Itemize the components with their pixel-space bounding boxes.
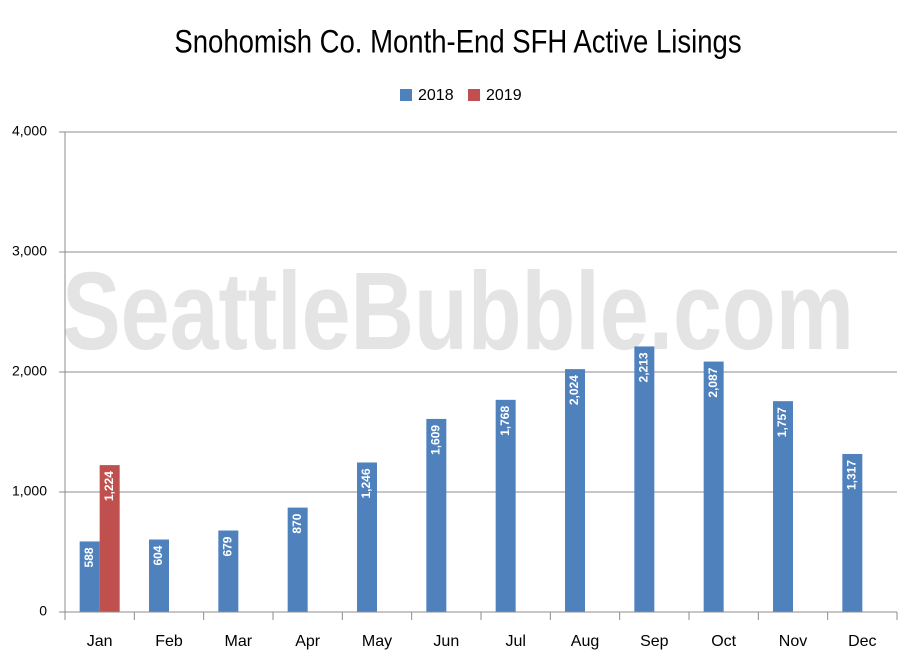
value-label: 2,024: [567, 375, 581, 405]
x-tick-label: Jan: [87, 633, 113, 650]
bar: [773, 401, 793, 612]
y-tick-label: 3,000: [12, 243, 47, 259]
y-tick-label: 4,000: [12, 123, 47, 139]
x-tick-label: Jul: [505, 633, 525, 650]
x-tick-label: Mar: [225, 633, 253, 650]
bar: [357, 462, 377, 612]
bar: [426, 418, 447, 612]
bar: [634, 346, 655, 612]
value-label: 1,768: [498, 406, 512, 436]
bar: [218, 530, 239, 612]
bar: [565, 369, 585, 612]
x-tick-label: Feb: [155, 633, 183, 650]
value-label: 588: [82, 547, 96, 567]
x-tick-label: Sep: [640, 633, 669, 650]
x-tick-label: Apr: [295, 633, 321, 650]
bar: [842, 453, 863, 612]
watermark: SeattleBubble.com: [62, 251, 854, 374]
value-label: 2,087: [706, 367, 720, 397]
legend-label: 2018: [418, 87, 454, 104]
y-tick-label: 1,000: [12, 483, 47, 499]
bar: [703, 361, 724, 612]
value-label: 1,757: [775, 407, 789, 437]
x-tick-label: Oct: [711, 633, 736, 650]
legend-swatch: [468, 89, 480, 101]
x-tick-label: Jun: [433, 633, 459, 650]
x-tick-label: Dec: [848, 633, 876, 650]
bar: [99, 465, 120, 612]
bar: [149, 539, 169, 612]
chart-title: Snohomish Co. Month-End SFH Active Lisin…: [174, 25, 741, 60]
value-label: 1,224: [102, 471, 116, 501]
value-label: 679: [221, 536, 235, 556]
value-label: 604: [151, 545, 165, 565]
bar: [495, 399, 516, 612]
x-tick-label: Aug: [571, 633, 599, 650]
legend-label: 2019: [486, 87, 522, 104]
y-tick-label: 2,000: [12, 363, 47, 379]
x-tick-label: May: [362, 633, 392, 650]
value-label: 1,317: [845, 460, 859, 490]
value-label: 1,609: [429, 425, 443, 455]
value-label: 1,246: [359, 468, 373, 498]
bar: [79, 541, 100, 612]
value-label: 2,213: [637, 352, 651, 382]
value-label: 870: [290, 513, 304, 533]
legend-swatch: [400, 89, 412, 101]
bar: [287, 507, 308, 612]
x-tick-label: Nov: [779, 633, 807, 650]
y-tick-label: 0: [39, 603, 47, 619]
